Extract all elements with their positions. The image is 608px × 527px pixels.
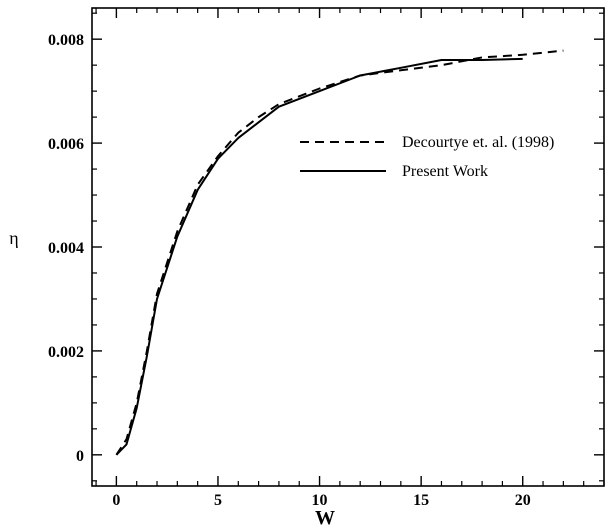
x-tick-label: 5 — [214, 492, 222, 509]
x-tick-label: 10 — [312, 492, 328, 509]
x-tick-label: 0 — [112, 492, 120, 509]
y-tick-labels: 0 0.002 0.004 0.006 0.008 — [48, 32, 84, 465]
plot-frame — [91, 7, 605, 487]
legend-label: Present Work — [402, 163, 488, 180]
axis-ticks — [92, 8, 605, 486]
y-tick-label: 0 — [76, 448, 84, 465]
y-tick-label: 0.004 — [48, 240, 84, 257]
y-axis-label: η — [9, 228, 18, 248]
y-tick-label: 0.002 — [48, 344, 84, 361]
series-line-decourtye — [115, 49, 564, 456]
series-lines — [115, 49, 564, 456]
legend: Decourtye et. al. (1998) Present Work — [300, 134, 554, 180]
legend-label: Decourtye et. al. (1998) — [402, 134, 554, 151]
series-line-present-work — [115, 57, 523, 456]
x-tick-label: 20 — [515, 492, 531, 509]
x-axis-label: W — [315, 507, 335, 527]
x-tick-label: 15 — [413, 492, 429, 509]
y-tick-label: 0.006 — [48, 136, 84, 153]
x-tick-labels: 0 5 10 15 20 — [112, 492, 530, 509]
y-tick-label: 0.008 — [48, 32, 84, 49]
